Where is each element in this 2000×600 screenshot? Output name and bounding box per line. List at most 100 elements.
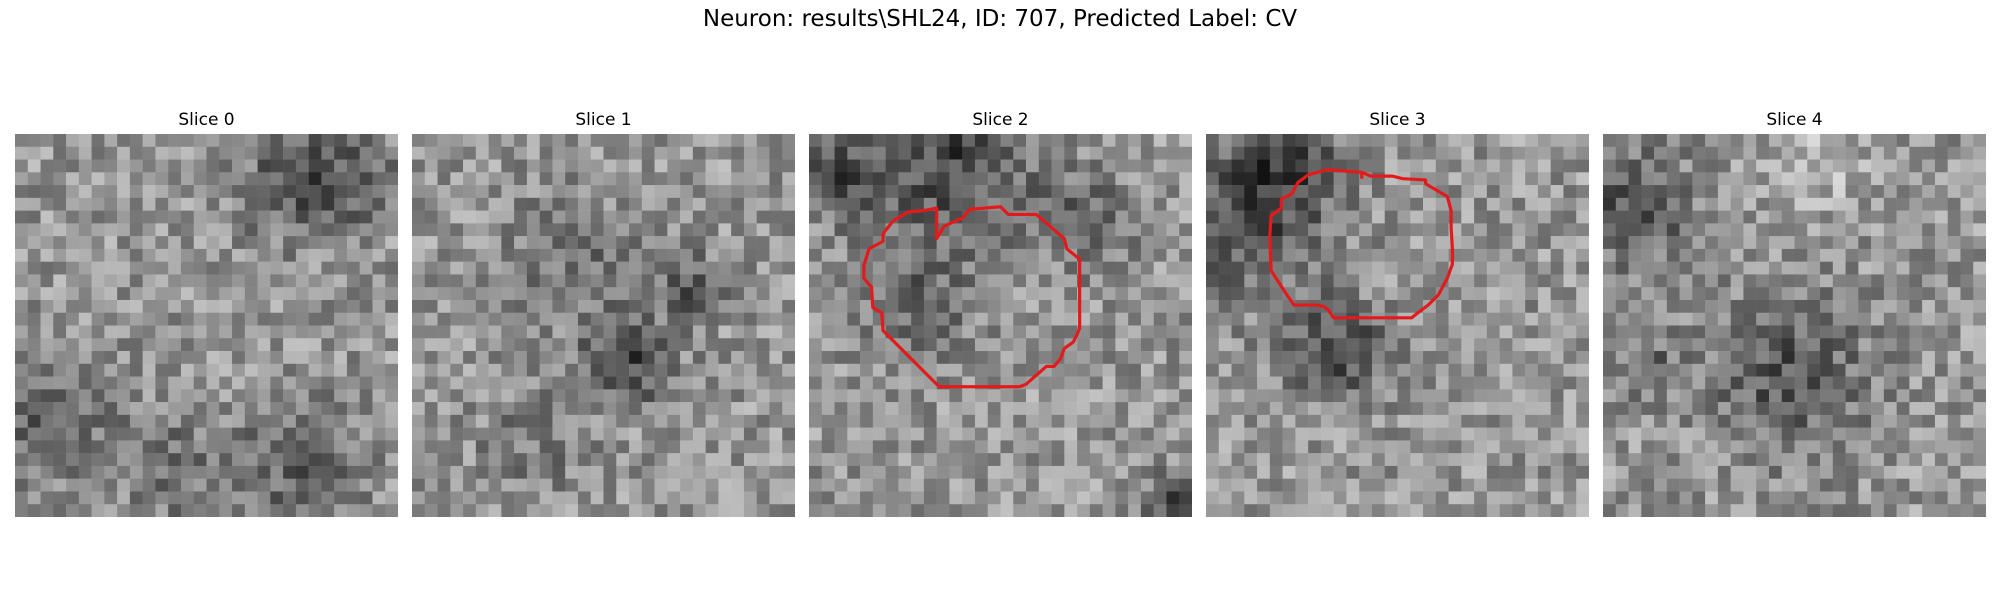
pixel <box>1576 427 1589 441</box>
pixel <box>1666 210 1680 224</box>
pixel <box>577 376 591 390</box>
pixel <box>1423 414 1437 428</box>
pixel <box>1743 287 1757 301</box>
pixel <box>809 478 823 492</box>
pixel <box>1346 223 1360 237</box>
pixel <box>1654 299 1668 313</box>
pixel <box>692 478 706 492</box>
pixel <box>616 351 630 365</box>
pixel <box>1077 363 1091 377</box>
pixel <box>1359 389 1373 403</box>
pixel <box>78 453 92 467</box>
pixel <box>1883 402 1897 416</box>
pixel <box>809 504 823 517</box>
pixel <box>667 197 681 211</box>
pixel <box>809 287 823 301</box>
pixel <box>385 363 398 377</box>
pixel <box>1448 363 1462 377</box>
pixel <box>1512 491 1526 505</box>
pixel <box>1692 363 1706 377</box>
pixel <box>1320 261 1334 275</box>
pixel <box>463 248 477 262</box>
pixel <box>1934 504 1948 517</box>
pixel <box>603 287 617 301</box>
pixel <box>1474 363 1488 377</box>
pixel <box>692 363 706 377</box>
pixel <box>898 172 912 186</box>
pixel <box>949 504 963 517</box>
pixel <box>346 261 360 275</box>
pixel <box>1794 248 1808 262</box>
pixel <box>756 453 770 467</box>
pixel <box>1140 172 1154 186</box>
pixel <box>654 299 668 313</box>
pixel <box>1576 491 1589 505</box>
pixel <box>782 134 795 148</box>
pixel <box>257 185 271 199</box>
pixel <box>1257 248 1271 262</box>
pixel <box>1013 414 1027 428</box>
pixel <box>743 325 757 339</box>
pixel <box>923 299 937 313</box>
pixel <box>898 197 912 211</box>
pixel <box>1269 223 1283 237</box>
pixel <box>1947 491 1961 505</box>
pixel <box>885 312 899 326</box>
slice-image <box>412 134 795 517</box>
pixel <box>809 312 823 326</box>
pixel <box>180 146 194 160</box>
pixel <box>244 287 258 301</box>
pixel <box>1820 504 1834 517</box>
pixel <box>1077 338 1091 352</box>
pixel <box>1641 287 1655 301</box>
pixel <box>860 376 874 390</box>
pixel <box>1537 427 1551 441</box>
pixel <box>616 197 630 211</box>
pixel <box>40 223 54 237</box>
pixel <box>1563 504 1577 517</box>
pixel <box>155 402 169 416</box>
pixel <box>731 414 745 428</box>
pixel <box>667 351 681 365</box>
pixel <box>731 223 745 237</box>
pixel <box>1563 274 1577 288</box>
pixel <box>1628 197 1642 211</box>
pixel <box>552 453 566 467</box>
pixel <box>1499 389 1513 403</box>
pixel <box>155 389 169 403</box>
pixel <box>539 197 553 211</box>
pixel <box>1537 299 1551 313</box>
pixel <box>501 325 515 339</box>
pixel <box>1934 210 1948 224</box>
pixel <box>1615 414 1629 428</box>
pixel <box>180 261 194 275</box>
pixel <box>270 134 284 148</box>
pixel <box>1153 312 1167 326</box>
pixel <box>769 197 783 211</box>
pixel <box>412 159 426 173</box>
pixel <box>168 159 182 173</box>
pixel <box>1115 491 1129 505</box>
pixel <box>180 453 194 467</box>
pixel <box>1525 185 1539 199</box>
pixel <box>1934 427 1948 441</box>
pixel <box>1333 453 1347 467</box>
pixel <box>66 414 80 428</box>
pixel <box>155 172 169 186</box>
pixel <box>1026 325 1040 339</box>
pixel <box>219 159 233 173</box>
pixel <box>372 427 386 441</box>
pixel <box>809 325 823 339</box>
pixel <box>424 312 438 326</box>
pixel <box>1641 363 1655 377</box>
pixel <box>1537 274 1551 288</box>
pixel <box>1730 146 1744 160</box>
pixel <box>1947 312 1961 326</box>
pixel <box>769 491 783 505</box>
pixel <box>629 465 643 479</box>
pixel <box>1013 210 1027 224</box>
pixel <box>1666 389 1680 403</box>
pixel <box>1705 376 1719 390</box>
pixel <box>257 299 271 313</box>
pixel <box>78 172 92 186</box>
